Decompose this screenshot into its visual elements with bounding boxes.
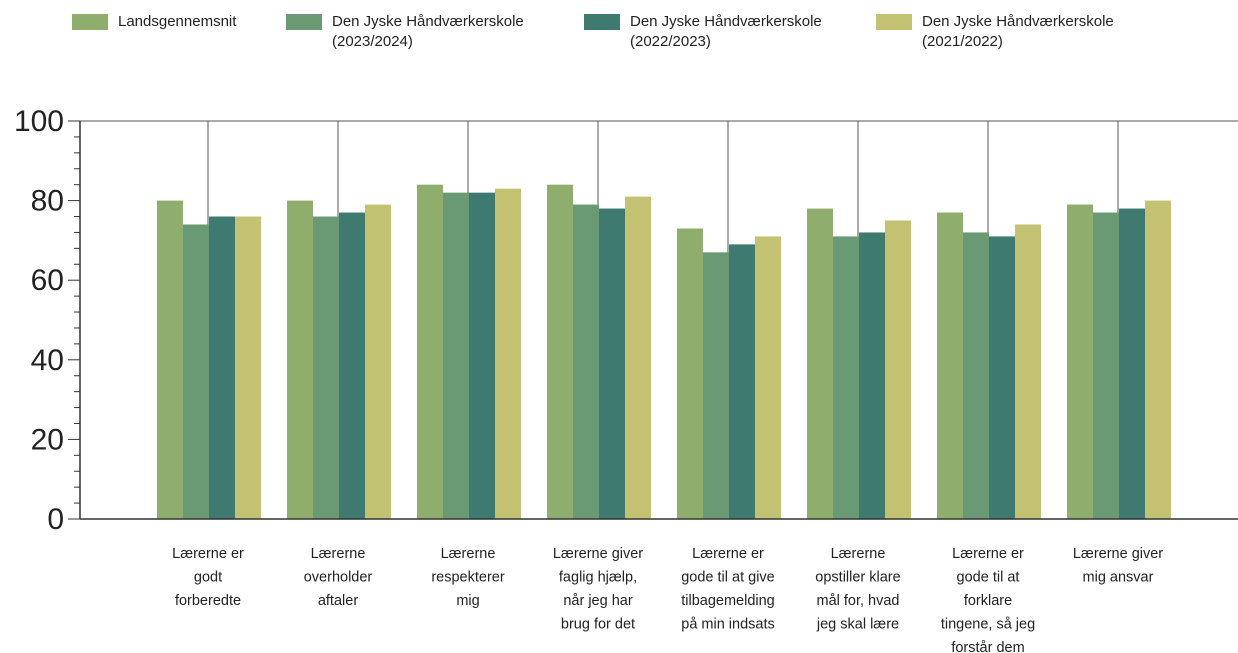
x-tick-label: Lærerne giver mig ansvar [1073,546,1163,586]
y-tick-label: 20 [31,423,64,456]
x-tick-label: Lærerne opstiller klare mål for, hvad jeg s… [815,546,900,633]
legend-swatch [876,14,912,30]
bar [157,200,183,519]
bar [599,208,625,519]
bar [859,232,885,519]
legend-item-2022-2023[interactable]: Den Jyske Håndværkerskole (2022/2023) [584,12,822,52]
bar [573,204,599,519]
bar [1067,204,1093,519]
x-tick-labels: Lærerne er godt forberedte Lærerne overholde… [172,546,1163,653]
legend-label: Den Jyske Håndværkerskole (2021/2022) [922,13,1114,50]
bar [1119,208,1145,519]
bar [469,192,495,519]
bar [755,236,781,520]
legend-label: Landsgennemsnit [118,13,237,30]
y-tick-label: 100 [14,105,64,138]
bar [677,228,703,519]
bar [989,236,1015,520]
y-tick-label: 0 [47,503,64,536]
bar [443,192,469,519]
legend-label: Den Jyske Håndværkerskole (2023/2024) [332,13,524,50]
bar [807,208,833,519]
bar [235,216,261,519]
bar [547,184,573,519]
bar [625,196,651,519]
bar [729,244,755,519]
axes [79,120,1238,520]
bar [339,212,365,520]
x-tick-label: Lærerne respekterer mig [431,546,505,609]
bar [1093,212,1119,520]
x-tick-label: Lærerne er godt forberedte [172,546,244,609]
bar [885,220,911,519]
x-tick-label: Lærerne overholder aftaler [304,546,373,609]
legend-label: Den Jyske Håndværkerskole (2022/2023) [630,13,822,50]
bar [1145,200,1171,519]
bar [833,236,859,520]
bar [417,184,443,519]
x-tick-label: Lærerne giver faglig hjælp, når jeg har bru… [553,546,643,633]
y-ticks: 0 20 40 60 80 100 [14,105,80,536]
x-tick-label: Lærerne er gode til at give tilbagemelding… [681,546,775,633]
bar [209,216,235,519]
legend-swatch [584,14,620,30]
legend-item-landsgennemsnit[interactable]: Landsgennemsnit [72,12,236,32]
legend: Landsgennemsnit Den Jyske Håndværkerskol… [0,0,1238,70]
bar [183,224,209,520]
bar [937,212,963,520]
bar [495,188,521,519]
y-tick-label: 80 [31,185,64,218]
bar [365,204,391,519]
y-tick-label: 40 [31,344,64,377]
legend-swatch [72,14,108,30]
legend-item-2023-2024[interactable]: Den Jyske Håndværkerskole (2023/2024) [286,12,524,52]
bar [963,232,989,519]
y-tick-label: 60 [31,264,64,297]
bar [287,200,313,519]
x-tick-label: Lærerne er gode til at forklare tingene, så… [941,546,1035,653]
bars [157,184,1171,520]
legend-item-2021-2022[interactable]: Den Jyske Håndværkerskole (2021/2022) [876,12,1114,52]
bar [1015,224,1041,520]
bar [313,216,339,519]
legend-swatch [286,14,322,30]
bar [703,252,729,519]
